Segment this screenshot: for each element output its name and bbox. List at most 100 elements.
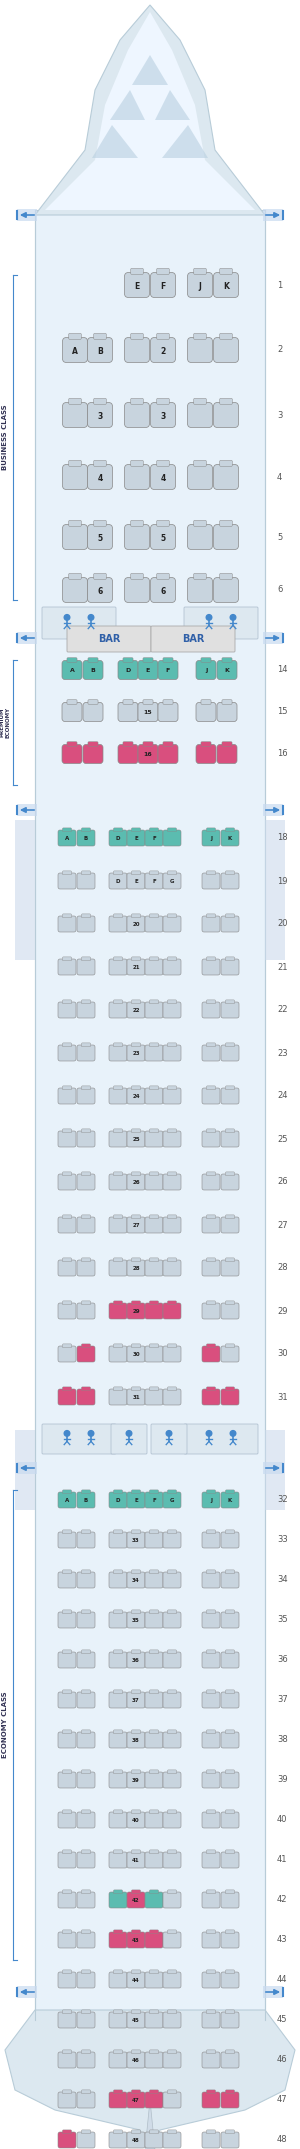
FancyBboxPatch shape (127, 1773, 145, 1788)
FancyBboxPatch shape (131, 269, 143, 275)
FancyBboxPatch shape (109, 1216, 127, 1234)
FancyBboxPatch shape (94, 574, 106, 580)
FancyBboxPatch shape (62, 1809, 72, 1814)
FancyBboxPatch shape (206, 913, 215, 918)
FancyBboxPatch shape (221, 1573, 239, 1588)
FancyBboxPatch shape (221, 1973, 239, 1988)
FancyBboxPatch shape (167, 2130, 176, 2134)
FancyBboxPatch shape (113, 1085, 123, 1090)
FancyBboxPatch shape (62, 1730, 72, 1734)
FancyBboxPatch shape (163, 1612, 181, 1629)
FancyBboxPatch shape (127, 2091, 145, 2108)
FancyBboxPatch shape (149, 2130, 158, 2134)
FancyBboxPatch shape (109, 1932, 127, 1947)
FancyBboxPatch shape (226, 913, 235, 918)
Text: 31: 31 (132, 1395, 140, 1401)
FancyBboxPatch shape (206, 1971, 215, 1973)
Text: 16: 16 (144, 752, 152, 756)
FancyBboxPatch shape (226, 999, 235, 1004)
Text: B: B (84, 836, 88, 840)
FancyBboxPatch shape (221, 1345, 239, 1362)
FancyBboxPatch shape (167, 870, 176, 875)
FancyBboxPatch shape (131, 1571, 140, 1573)
FancyBboxPatch shape (149, 1343, 158, 1347)
FancyBboxPatch shape (109, 1491, 127, 1509)
FancyBboxPatch shape (131, 460, 143, 466)
FancyBboxPatch shape (163, 830, 181, 847)
FancyBboxPatch shape (82, 1650, 91, 1655)
FancyBboxPatch shape (109, 1130, 127, 1148)
FancyBboxPatch shape (58, 1001, 76, 1019)
FancyBboxPatch shape (206, 2089, 215, 2093)
FancyBboxPatch shape (82, 1530, 91, 1534)
Text: 4: 4 (160, 473, 166, 484)
FancyBboxPatch shape (94, 520, 106, 527)
FancyBboxPatch shape (131, 1971, 140, 1973)
FancyBboxPatch shape (124, 578, 149, 602)
FancyBboxPatch shape (163, 1573, 181, 1588)
FancyBboxPatch shape (163, 1532, 181, 1547)
FancyBboxPatch shape (145, 1044, 163, 1062)
FancyBboxPatch shape (202, 1345, 220, 1362)
FancyBboxPatch shape (163, 872, 181, 890)
FancyBboxPatch shape (82, 1771, 91, 1773)
FancyBboxPatch shape (167, 1610, 176, 1614)
FancyBboxPatch shape (82, 870, 91, 875)
FancyBboxPatch shape (163, 1973, 181, 1988)
FancyBboxPatch shape (167, 2009, 176, 2014)
FancyBboxPatch shape (109, 2132, 127, 2149)
Bar (17, 208, 37, 221)
FancyBboxPatch shape (167, 1850, 176, 1855)
FancyBboxPatch shape (157, 398, 169, 404)
FancyBboxPatch shape (113, 1971, 123, 1973)
Text: 6: 6 (277, 585, 282, 595)
FancyBboxPatch shape (145, 1388, 163, 1405)
FancyBboxPatch shape (226, 1689, 235, 1693)
FancyBboxPatch shape (145, 1573, 163, 1588)
Circle shape (166, 1431, 172, 1436)
FancyBboxPatch shape (109, 1973, 127, 1988)
FancyBboxPatch shape (221, 1001, 239, 1019)
FancyBboxPatch shape (221, 872, 239, 890)
FancyBboxPatch shape (82, 1214, 91, 1218)
Text: 46: 46 (132, 2059, 140, 2063)
FancyBboxPatch shape (69, 398, 81, 404)
FancyBboxPatch shape (62, 337, 88, 363)
FancyBboxPatch shape (62, 1085, 72, 1090)
FancyBboxPatch shape (226, 2009, 235, 2014)
FancyBboxPatch shape (149, 1771, 158, 1773)
FancyBboxPatch shape (145, 830, 163, 847)
FancyBboxPatch shape (226, 1610, 235, 1614)
Polygon shape (35, 211, 265, 2020)
FancyBboxPatch shape (206, 1171, 215, 1176)
Text: 46: 46 (277, 2054, 288, 2065)
FancyBboxPatch shape (206, 1771, 215, 1773)
FancyBboxPatch shape (194, 520, 206, 527)
FancyBboxPatch shape (221, 1173, 239, 1191)
FancyBboxPatch shape (82, 1571, 91, 1573)
Circle shape (126, 1431, 132, 1436)
FancyBboxPatch shape (58, 1812, 76, 1829)
FancyBboxPatch shape (62, 999, 72, 1004)
FancyBboxPatch shape (149, 1809, 158, 1814)
FancyBboxPatch shape (113, 870, 123, 875)
FancyBboxPatch shape (202, 1852, 220, 1867)
FancyBboxPatch shape (158, 660, 178, 679)
FancyBboxPatch shape (167, 999, 176, 1004)
Text: 20: 20 (277, 920, 287, 928)
FancyBboxPatch shape (109, 1388, 127, 1405)
FancyBboxPatch shape (167, 1085, 176, 1090)
FancyBboxPatch shape (145, 1345, 163, 1362)
FancyBboxPatch shape (82, 1257, 91, 1261)
Circle shape (230, 615, 236, 621)
FancyBboxPatch shape (163, 1852, 181, 1867)
FancyBboxPatch shape (123, 701, 133, 705)
Text: 18: 18 (277, 834, 288, 842)
FancyBboxPatch shape (202, 1891, 220, 1908)
FancyBboxPatch shape (58, 1653, 76, 1668)
FancyBboxPatch shape (167, 1689, 176, 1693)
FancyBboxPatch shape (202, 1173, 220, 1191)
FancyBboxPatch shape (145, 1732, 163, 1747)
FancyBboxPatch shape (131, 1850, 140, 1855)
FancyBboxPatch shape (149, 2050, 158, 2054)
